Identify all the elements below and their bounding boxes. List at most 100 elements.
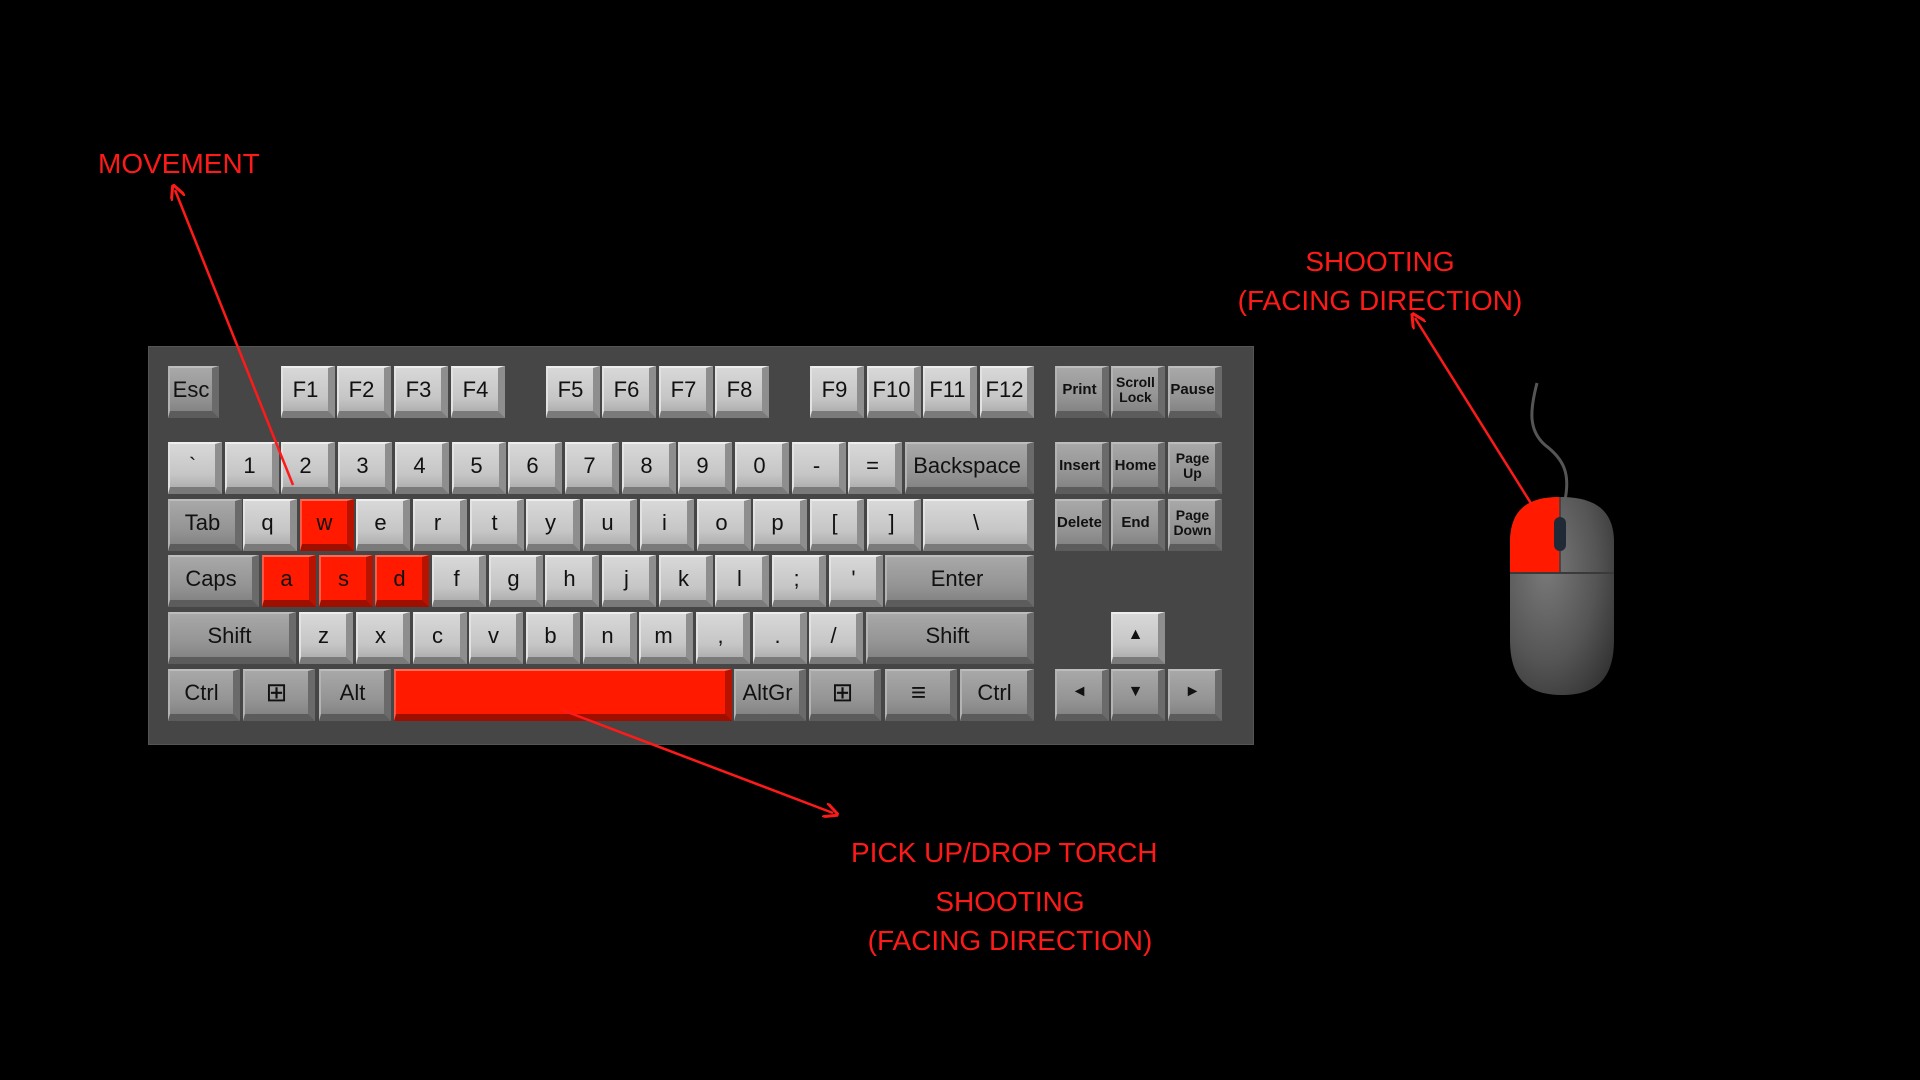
key-7[interactable]: 7 <box>565 442 619 494</box>
key-altgr[interactable]: AltGr <box>734 669 806 721</box>
key-end[interactable]: End <box>1111 499 1165 551</box>
key-t[interactable]: t <box>470 499 524 551</box>
key-f8[interactable]: F8 <box>715 366 769 418</box>
key-left-windows[interactable]: ⊞ <box>243 669 315 721</box>
key-semicolon[interactable]: ; <box>772 555 826 607</box>
key-k[interactable]: k <box>659 555 713 607</box>
key-alt[interactable]: Alt <box>319 669 391 721</box>
key-right-shift[interactable]: Shift <box>866 612 1034 664</box>
key-right-windows[interactable]: ⊞ <box>809 669 881 721</box>
key-x[interactable]: x <box>356 612 410 664</box>
key-left-bracket[interactable]: [ <box>810 499 864 551</box>
key-pause[interactable]: Pause <box>1168 366 1222 418</box>
key-menu[interactable]: ≡ <box>885 669 957 721</box>
key-b[interactable]: b <box>526 612 580 664</box>
mouse-shooting-arrow <box>1415 318 1534 506</box>
key-a[interactable]: a <box>262 555 316 607</box>
shooting-mouse-label-line1: SHOOTING <box>1305 246 1455 277</box>
key-4[interactable]: 4 <box>395 442 449 494</box>
pickup-label: PICK UP/DROP TORCH <box>851 837 1158 868</box>
key-right-bracket[interactable]: ] <box>867 499 921 551</box>
key-v[interactable]: v <box>469 612 523 664</box>
key-8[interactable]: 8 <box>622 442 676 494</box>
key-f10[interactable]: F10 <box>867 366 921 418</box>
key-q[interactable]: q <box>243 499 297 551</box>
mouse-cable <box>1530 382 1569 501</box>
key-space[interactable] <box>394 669 732 721</box>
key-period[interactable]: . <box>753 612 807 664</box>
key-f2[interactable]: F2 <box>337 366 391 418</box>
key-f9[interactable]: F9 <box>810 366 864 418</box>
key-arrow-down[interactable]: ▼ <box>1111 669 1165 721</box>
key-s[interactable]: s <box>319 555 373 607</box>
key-6[interactable]: 6 <box>508 442 562 494</box>
movement-label: MOVEMENT <box>98 148 260 179</box>
key-insert[interactable]: Insert <box>1055 442 1109 494</box>
key-f11[interactable]: F11 <box>923 366 977 418</box>
key-scroll-lock[interactable]: Scroll Lock <box>1111 366 1165 418</box>
key-arrow-left[interactable]: ◄ <box>1055 669 1109 721</box>
key-f1[interactable]: F1 <box>281 366 335 418</box>
key-right-ctrl[interactable]: Ctrl <box>960 669 1034 721</box>
shooting-space-label-line2: (FACING DIRECTION) <box>867 925 1153 956</box>
mouse-left-button <box>1510 497 1560 573</box>
keyboard: Esc F1 F2 F3 F4 F5 F6 F7 F8 F9 F10 F11 F… <box>148 346 1254 745</box>
key-3[interactable]: 3 <box>338 442 392 494</box>
key-d[interactable]: d <box>375 555 429 607</box>
key-1[interactable]: 1 <box>225 442 279 494</box>
key-g[interactable]: g <box>489 555 543 607</box>
key-2[interactable]: 2 <box>281 442 335 494</box>
key-o[interactable]: o <box>697 499 751 551</box>
key-p[interactable]: p <box>753 499 807 551</box>
key-i[interactable]: i <box>640 499 694 551</box>
key-arrow-right[interactable]: ► <box>1168 669 1222 721</box>
key-slash[interactable]: / <box>809 612 863 664</box>
key-backslash[interactable]: \ <box>923 499 1034 551</box>
key-f4[interactable]: F4 <box>451 366 505 418</box>
key-z[interactable]: z <box>299 612 353 664</box>
pickup-arrow <box>561 708 833 813</box>
key-0[interactable]: 0 <box>735 442 789 494</box>
movement-arrow <box>175 190 295 486</box>
key-5[interactable]: 5 <box>452 442 506 494</box>
key-l[interactable]: l <box>715 555 769 607</box>
key-arrow-up[interactable]: ▲ <box>1111 612 1165 664</box>
key-page-up[interactable]: Page Up <box>1168 442 1222 494</box>
key-home[interactable]: Home <box>1111 442 1165 494</box>
key-backtick[interactable]: ` <box>168 442 222 494</box>
key-f3[interactable]: F3 <box>394 366 448 418</box>
key-enter[interactable]: Enter <box>885 555 1034 607</box>
key-y[interactable]: y <box>526 499 580 551</box>
key-page-down[interactable]: Page Down <box>1168 499 1222 551</box>
key-left-ctrl[interactable]: Ctrl <box>168 669 240 721</box>
key-n[interactable]: n <box>583 612 637 664</box>
key-f6[interactable]: F6 <box>602 366 656 418</box>
key-esc[interactable]: Esc <box>168 366 219 418</box>
key-f[interactable]: f <box>432 555 486 607</box>
key-r[interactable]: r <box>413 499 467 551</box>
key-h[interactable]: h <box>545 555 599 607</box>
key-9[interactable]: 9 <box>678 442 732 494</box>
key-equals[interactable]: = <box>848 442 902 494</box>
shooting-mouse-label-line2: (FACING DIRECTION) <box>1237 285 1523 316</box>
key-left-shift[interactable]: Shift <box>168 612 296 664</box>
key-e[interactable]: e <box>356 499 410 551</box>
key-caps[interactable]: Caps <box>168 555 259 607</box>
key-f12[interactable]: F12 <box>980 366 1034 418</box>
key-tab[interactable]: Tab <box>168 499 242 551</box>
key-f7[interactable]: F7 <box>659 366 713 418</box>
shooting-space-label: SHOOTING (FACING DIRECTION) <box>860 882 1160 960</box>
key-print[interactable]: Print <box>1055 366 1109 418</box>
shooting-space-label-line1: SHOOTING <box>935 886 1085 917</box>
key-j[interactable]: j <box>602 555 656 607</box>
key-m[interactable]: m <box>639 612 693 664</box>
key-c[interactable]: c <box>413 612 467 664</box>
key-comma[interactable]: , <box>696 612 750 664</box>
key-f5[interactable]: F5 <box>546 366 600 418</box>
key-minus[interactable]: - <box>792 442 846 494</box>
key-backspace[interactable]: Backspace <box>905 442 1034 494</box>
key-quote[interactable]: ' <box>829 555 883 607</box>
key-w[interactable]: w <box>300 499 354 551</box>
key-u[interactable]: u <box>583 499 637 551</box>
key-delete[interactable]: Delete <box>1055 499 1109 551</box>
